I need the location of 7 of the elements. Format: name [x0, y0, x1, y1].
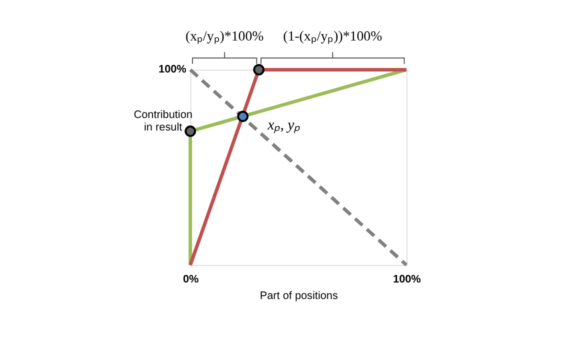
y-axis-title: Contribution in result [134, 108, 192, 134]
x-axis-title: Part of positions [260, 290, 338, 302]
text: (xₚ/yₚ)*100% [185, 30, 264, 44]
x-tick-label: 0% [182, 273, 200, 286]
text: (1-(xₚ/yₚ))*100% [283, 30, 383, 44]
text: 100% [158, 64, 187, 76]
annotation: xₚ, yₚ [266, 117, 300, 134]
